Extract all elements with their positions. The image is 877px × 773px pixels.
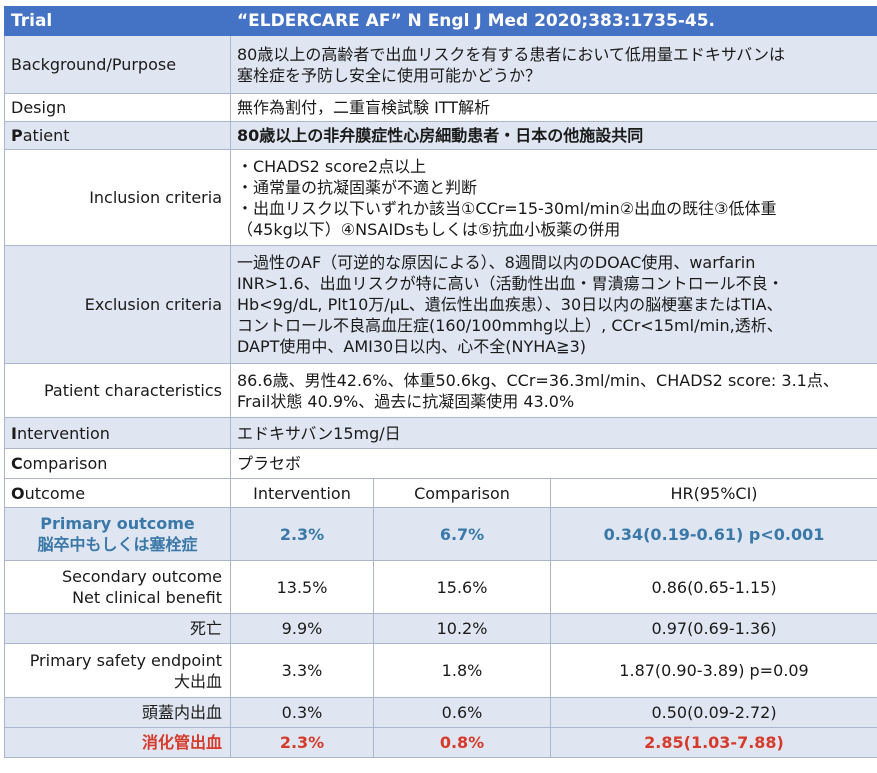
characteristics-row: Patient characteristics 86.6歳、男性42.6%、体重…	[4, 363, 877, 418]
result-row-intracranial-bleeding: 頭蓋内出血 0.3% 0.6% 0.50(0.09-2.72)	[4, 697, 877, 728]
background-row: Background/Purpose 80歳以上の高齢者で出血リスクを有する患者…	[4, 35, 877, 94]
trial-summary-table-frame: Trial “ELDERCARE AF” N Engl J Med 2020;3…	[4, 6, 877, 758]
result-hr-value: 0.50(0.09-2.72)	[549, 697, 877, 728]
result-label-line: 脳卒中もしくは塞栓症	[37, 535, 198, 554]
intervention-row: Intervention エドキサバン15mg/日	[4, 417, 877, 449]
result-intervention-value: 9.9%	[230, 613, 374, 644]
background-line: 塞栓症を予防し安全に使用可能かどうか？	[237, 65, 542, 85]
inclusion-line: ・出血リスク以下いずれか該当①CCr=15-30ml/min②出血の既往③低体重	[237, 198, 777, 218]
column-header-hr: HR(95%CI)	[549, 478, 877, 508]
design-label: Design	[4, 93, 231, 122]
patient-row: Patient 80歳以上の非弁膜症性心房細動患者・日本の他施設共同	[4, 121, 877, 150]
result-label-line: 大出血	[173, 671, 222, 691]
comparison-label: Comparison	[4, 448, 231, 479]
background-text: 80歳以上の高齢者で出血リスクを有する患者において低用量エドキサバンは 塞栓症を…	[229, 35, 877, 94]
patient-label-cap: P	[11, 126, 23, 145]
comparison-text: プラセボ	[229, 448, 877, 479]
result-label-line: Primary safety endpoint	[29, 650, 222, 670]
exclusion-line: 一過性のAF（可逆的な原因による）、8週間以内のDOAC使用、warfarin	[237, 253, 756, 272]
result-label: Primary safety endpoint 大出血	[4, 643, 231, 698]
outcome-header-row: Outcome Intervention Comparison HR(95%CI…	[4, 478, 877, 508]
exclusion-line: コントロール不良高血圧症(160/100mmhg以上）, CCr<15ml/mi…	[237, 316, 783, 335]
result-label-line: Net clinical benefit	[72, 588, 222, 607]
result-label: 消化管出血	[4, 727, 231, 758]
result-label: 死亡	[4, 613, 231, 644]
result-comparison-value: 15.6%	[373, 560, 551, 614]
result-comparison-value: 0.6%	[373, 697, 551, 728]
result-label-line: Primary outcome	[40, 514, 195, 533]
comparison-row: Comparison プラセボ	[4, 448, 877, 479]
inclusion-row: Inclusion criteria ・CHADS2 score2点以上 ・通常…	[4, 149, 877, 246]
exclusion-label: Exclusion criteria	[4, 245, 231, 364]
result-hr-value: 0.86(0.65-1.15)	[549, 560, 877, 614]
characteristics-text: 86.6歳、男性42.6%、体重50.6kg、CCr=36.3ml/min、CH…	[229, 363, 877, 418]
trial-summary-table: Trial “ELDERCARE AF” N Engl J Med 2020;3…	[4, 6, 877, 758]
result-hr-value: 0.34(0.19-0.61) p<0.001	[549, 507, 877, 561]
background-label: Background/Purpose	[4, 35, 231, 94]
result-row-secondary-outcome: Secondary outcome Net clinical benefit 1…	[4, 560, 877, 614]
design-text: 無作為割付，二重盲検試験 ITT解析	[229, 93, 877, 122]
result-hr-value: 0.97(0.69-1.36)	[549, 613, 877, 644]
column-header-intervention: Intervention	[230, 478, 374, 508]
result-hr-value: 2.85(1.03-7.88)	[549, 727, 877, 758]
characteristics-line: Frail状態 40.9%、過去に抗凝固薬使用 43.0%	[237, 391, 575, 411]
comparison-label-rest: omparison	[22, 454, 108, 473]
exclusion-line: INR>1.6、出血リスクが特に高い（活動性出血・胃潰瘍コントロール不良・	[237, 274, 784, 293]
patient-label: Patient	[4, 121, 231, 150]
inclusion-label: Inclusion criteria	[4, 149, 231, 246]
inclusion-line: ・通常量の抗凝固薬が不適と判断	[237, 177, 478, 197]
result-intervention-value: 2.3%	[230, 507, 374, 561]
outcome-label-rest: utcome	[24, 483, 86, 503]
exclusion-line: Hb<9g/dL, Plt10万/μL、遺伝性出血疾患）、30日以内の脳梗塞また…	[237, 295, 783, 314]
exclusion-row: Exclusion criteria 一過性のAF（可逆的な原因による）、8週間…	[4, 245, 877, 364]
result-comparison-value: 1.8%	[373, 643, 551, 698]
characteristics-label: Patient characteristics	[4, 363, 231, 418]
result-row-primary-outcome: Primary outcome 脳卒中もしくは塞栓症 2.3% 6.7% 0.3…	[4, 507, 877, 561]
result-label-line: Secondary outcome	[61, 567, 222, 586]
inclusion-text: ・CHADS2 score2点以上 ・通常量の抗凝固薬が不適と判断 ・出血リスク…	[229, 149, 877, 246]
header-row: Trial “ELDERCARE AF” N Engl J Med 2020;3…	[4, 6, 877, 36]
result-intervention-value: 13.5%	[230, 560, 374, 614]
result-comparison-value: 6.7%	[373, 507, 551, 561]
comparison-label-cap: C	[11, 454, 23, 473]
result-intervention-value: 2.3%	[230, 727, 374, 758]
result-label: Primary outcome 脳卒中もしくは塞栓症	[4, 507, 231, 561]
result-hr-value: 1.87(0.90-3.89) p=0.09	[549, 643, 877, 698]
trial-citation: “ELDERCARE AF” N Engl J Med 2020;383:173…	[229, 6, 877, 36]
result-label: Secondary outcome Net clinical benefit	[4, 560, 231, 614]
result-row-gi-bleeding: 消化管出血 2.3% 0.8% 2.85(1.03-7.88)	[4, 727, 877, 758]
intervention-text: エドキサバン15mg/日	[229, 417, 877, 449]
intervention-label-cap: I	[11, 423, 17, 443]
patient-label-rest: atient	[22, 126, 70, 145]
exclusion-line: DAPT使用中、AMI30日以内、心不全(NYHA≧3)	[237, 337, 587, 356]
result-comparison-value: 0.8%	[373, 727, 551, 758]
inclusion-line: ・CHADS2 score2点以上	[237, 156, 427, 176]
result-row-death: 死亡 9.9% 10.2% 0.97(0.69-1.36)	[4, 613, 877, 644]
result-intervention-value: 0.3%	[230, 697, 374, 728]
outcome-label-cap: O	[11, 483, 25, 503]
intervention-label-rest: ntervention	[16, 423, 110, 443]
characteristics-line: 86.6歳、男性42.6%、体重50.6kg、CCr=36.3ml/min、CH…	[237, 370, 839, 390]
result-intervention-value: 3.3%	[230, 643, 374, 698]
exclusion-text: 一過性のAF（可逆的な原因による）、8週間以内のDOAC使用、warfarin …	[229, 245, 877, 364]
background-line: 80歳以上の高齢者で出血リスクを有する患者において低用量エドキサバンは	[237, 44, 786, 64]
design-row: Design 無作為割付，二重盲検試験 ITT解析	[4, 93, 877, 122]
outcome-label: Outcome	[4, 478, 231, 508]
trial-label: Trial	[4, 6, 231, 36]
intervention-label: Intervention	[4, 417, 231, 449]
column-header-comparison: Comparison	[373, 478, 551, 508]
result-label: 頭蓋内出血	[4, 697, 231, 728]
result-row-primary-safety: Primary safety endpoint 大出血 3.3% 1.8% 1.…	[4, 643, 877, 698]
patient-text: 80歳以上の非弁膜症性心房細動患者・日本の他施設共同	[229, 121, 877, 150]
result-comparison-value: 10.2%	[373, 613, 551, 644]
inclusion-line: （45kg以下）④NSAIDsもしくは⑤抗血小板薬の併用	[237, 219, 621, 239]
